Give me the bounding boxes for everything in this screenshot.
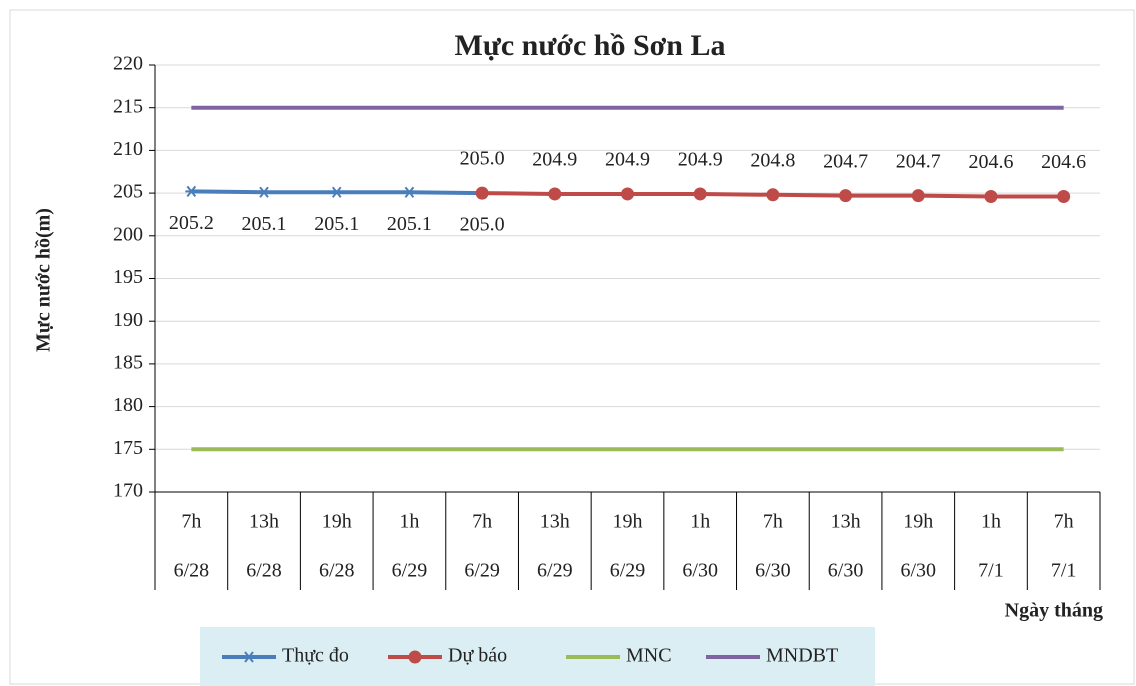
marker-stroke [186,185,197,198]
chart-frame [9,9,1135,685]
legend-label: MNC [626,645,672,667]
x-group-label: 7/1 [1051,560,1077,582]
data-label: 204.6 [968,151,1013,173]
legend-box [200,627,875,686]
x-tick-label: 7h [472,511,492,533]
x-tick-label: 19h [613,511,643,533]
x-group-label: 6/30 [828,560,864,582]
x-tick-label: 1h [399,511,419,533]
x-group-label: 6/29 [537,560,573,582]
y-tick-label: 200 [113,223,143,245]
y-tick-label: 180 [113,394,143,416]
marker [185,185,198,198]
x-tick-label: 13h [540,511,570,533]
marker [984,190,998,204]
data-label: 205.1 [242,213,287,235]
x-group-label: 6/28 [246,560,282,582]
y-tick-label: 210 [113,138,143,160]
chart-title: Mực nước hồ Sơn La [455,29,726,62]
legend-label: MNDBT [766,645,838,667]
x-group-label: 6/28 [319,560,355,582]
x-group-label: 6/30 [900,560,936,582]
x-tick-label: 19h [903,511,933,533]
y-tick-label: 195 [113,266,143,288]
marker-stroke [404,186,415,198]
y-tick-label: 185 [113,351,143,373]
marker [693,187,707,201]
legend-label: Thực đo [282,645,349,667]
data-label: 205.0 [460,148,505,170]
marker [621,187,634,201]
data-label: 204.7 [823,150,868,172]
legend-marker [408,650,422,664]
x-tick-label: 1h [981,511,1001,533]
marker [258,186,271,198]
marker [839,189,853,203]
data-label: 204.8 [750,149,795,171]
data-label: 204.6 [1041,151,1086,173]
x-group-label: 7/1 [978,560,1004,582]
marker [548,187,562,201]
marker [475,186,489,200]
x-tick-label: 7h [181,511,201,533]
marker [330,186,343,198]
marker [766,188,780,202]
data-label: 205.0 [460,214,505,236]
data-label: 205.1 [314,213,359,235]
x-tick-label: 13h [831,511,861,533]
x-tick-label: 13h [249,511,279,533]
data-label: 204.9 [605,149,650,171]
marker [911,189,925,203]
x-tick-label: 1h [690,511,710,533]
x-axis-label: Ngày tháng [1005,600,1103,622]
x-group-label: 6/28 [174,560,210,582]
marker [403,186,416,198]
y-tick-label: 205 [113,181,143,203]
y-tick-label: 175 [113,437,143,459]
data-label: 205.2 [169,212,214,234]
y-tick-label: 215 [113,95,143,117]
y-tick-label: 220 [113,53,143,75]
x-group-label: 6/30 [755,560,791,582]
y-axis-label: Mực nước hồ(m) [33,208,55,352]
x-tick-label: 7h [1054,511,1074,533]
x-group-label: 6/30 [682,560,718,582]
data-label: 204.7 [896,150,941,172]
marker-stroke [259,186,269,198]
x-group-label: 6/29 [610,560,646,582]
data-label: 204.9 [532,149,577,171]
data-label: 204.9 [678,149,723,171]
x-tick-label: 19h [322,511,352,533]
x-group-label: 6/29 [392,560,428,582]
marker [1057,190,1071,204]
y-tick-label: 170 [113,480,143,502]
legend-marker [244,651,254,663]
y-tick-label: 190 [113,309,143,331]
marker-stroke [331,186,342,198]
data-label: 205.1 [387,213,432,235]
x-group-label: 6/29 [464,560,500,582]
legend-label: Dự báo [448,645,507,667]
x-tick-label: 7h [763,511,783,533]
